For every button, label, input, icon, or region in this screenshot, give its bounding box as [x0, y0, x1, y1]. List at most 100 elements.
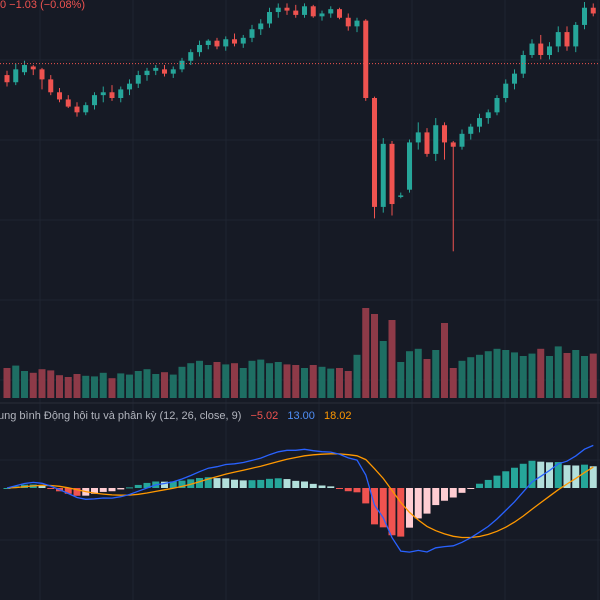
- candle-body: [442, 125, 447, 143]
- candle-body: [48, 79, 54, 93]
- candle-body: [22, 65, 27, 73]
- macd-hist-bar: [73, 488, 81, 496]
- macd-hist-bar: [458, 488, 466, 493]
- candle-body: [564, 32, 570, 47]
- candle-body: [223, 39, 229, 47]
- volume-bar: [537, 348, 545, 398]
- volume-bar: [38, 369, 46, 398]
- volume-bar: [292, 365, 300, 398]
- macd-hist-bar: [484, 479, 492, 488]
- candle-body: [380, 143, 386, 207]
- macd-hist-bar: [117, 488, 125, 490]
- candle-body: [275, 7, 281, 13]
- volume-bar: [528, 353, 536, 398]
- volume-bar: [519, 356, 527, 398]
- volume-bar: [222, 364, 230, 398]
- volume-bar: [64, 377, 72, 398]
- volume-bar: [204, 365, 212, 398]
- macd-hist-bar: [318, 485, 326, 488]
- macd-hist-bar: [126, 487, 133, 489]
- macd-hist-bar: [546, 462, 553, 488]
- candle-body: [590, 7, 596, 14]
- macd-hist-bar: [248, 480, 256, 488]
- candle-body: [459, 133, 465, 147]
- candle-body: [205, 40, 211, 45]
- macd-hist-bar: [423, 488, 431, 514]
- candle-body: [293, 10, 299, 15]
- macd-hist-bar: [388, 488, 396, 536]
- candle-body: [468, 126, 474, 134]
- macd-hist-bar: [169, 481, 177, 488]
- candle-body: [65, 99, 71, 107]
- volume-bar: [29, 372, 37, 398]
- macd-hist-bar: [589, 466, 597, 488]
- macd-histogram-value: −5.02: [250, 410, 279, 422]
- macd-hist-bar: [537, 461, 545, 488]
- volume-bar: [362, 308, 370, 398]
- macd-hist-bar: [134, 484, 142, 488]
- candle-body: [83, 105, 89, 113]
- volume-bar: [344, 371, 352, 398]
- volume-bar: [484, 351, 492, 398]
- candle-body: [328, 9, 334, 14]
- macd-legend[interactable]: ung bình Động hội tụ và phân kỳ (12, 26,…: [0, 409, 351, 423]
- volume-bar: [196, 360, 203, 398]
- macd-hist-bar: [476, 483, 483, 488]
- candle-body: [74, 106, 80, 113]
- volume-bar: [12, 365, 20, 398]
- volume-bar: [511, 352, 518, 398]
- candle-body: [267, 12, 272, 24]
- macd-hist-bar: [528, 460, 536, 488]
- macd-hist-bar: [64, 488, 72, 494]
- candle-body: [503, 83, 509, 98]
- volume-bar: [414, 348, 422, 398]
- candle-body: [494, 98, 500, 113]
- candle-body: [319, 13, 325, 17]
- volume-bar: [406, 351, 413, 398]
- macd-hist-bar: [99, 488, 107, 492]
- macd-hist-bar: [449, 488, 457, 498]
- candle-body: [363, 20, 369, 99]
- macd-hist-bar: [467, 488, 475, 489]
- candle-body: [573, 24, 579, 47]
- candle-body: [170, 69, 176, 74]
- volume-bar: [169, 374, 177, 398]
- candle-body: [302, 6, 307, 15]
- macd-hist-bar: [266, 478, 273, 488]
- candle-body: [197, 44, 202, 53]
- macd-hist-bar: [554, 462, 562, 488]
- volume-bar: [143, 369, 151, 398]
- candle-body: [520, 55, 526, 74]
- volume-bar: [327, 368, 335, 398]
- volume-bar: [257, 359, 265, 398]
- candle-body: [179, 60, 185, 70]
- candle-body: [100, 92, 106, 96]
- candle-body: [433, 125, 439, 154]
- volume-bar: [546, 356, 553, 398]
- macd-signal-line: [6, 453, 594, 539]
- candle-body: [92, 95, 97, 106]
- candle-body: [415, 132, 421, 143]
- macd-hist-bar: [161, 481, 168, 488]
- macd-hist-bar: [406, 488, 413, 528]
- macd-hist-bar: [3, 488, 11, 489]
- macd-hist-bar: [301, 481, 308, 488]
- macd-hist-bar: [519, 463, 527, 488]
- volume-bar: [187, 363, 195, 398]
- macd-hist-bar: [47, 488, 55, 489]
- candlesticks: [4, 2, 596, 252]
- macd-hist-bar: [204, 477, 212, 488]
- macd-hist-bar: [257, 479, 265, 488]
- macd-hist-bar: [572, 465, 580, 488]
- candle-body: [310, 6, 316, 17]
- volume-bar: [572, 350, 580, 398]
- volume-bar: [47, 370, 55, 398]
- candle-body: [512, 73, 517, 84]
- candle-body: [4, 75, 10, 83]
- candle-body: [407, 142, 412, 190]
- macd-hist-bar: [362, 488, 370, 504]
- macd-hist-bar: [91, 488, 98, 494]
- macd-indicator-name: ung bình Động hội tụ và phân kỳ (12, 26,…: [0, 410, 242, 422]
- macd-hist-bar: [336, 488, 343, 489]
